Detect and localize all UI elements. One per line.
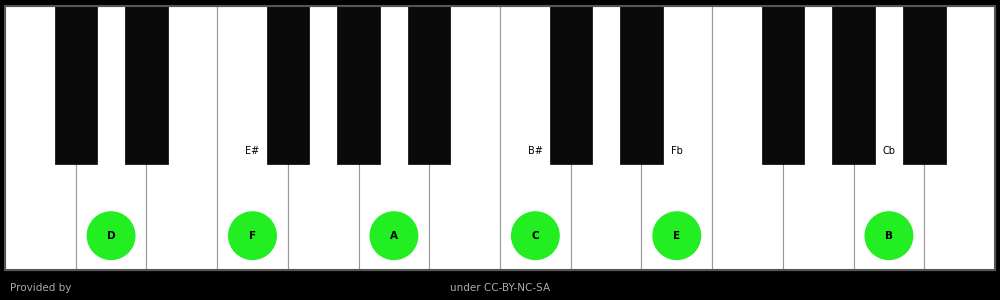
Bar [500, 6, 571, 270]
Text: Fb: Fb [671, 146, 683, 157]
Text: under CC-BY-NC-SA: under CC-BY-NC-SA [450, 283, 550, 293]
Bar [76, 6, 146, 270]
Circle shape [865, 212, 913, 260]
Bar [125, 6, 168, 164]
Bar [408, 6, 450, 164]
Text: Cb: Cb [882, 146, 895, 157]
Bar [783, 6, 854, 270]
Text: D: D [107, 231, 115, 241]
Text: B#: B# [528, 146, 543, 157]
Bar [924, 6, 995, 270]
Circle shape [512, 212, 559, 260]
Bar [762, 6, 804, 164]
Bar [854, 6, 924, 270]
Bar [620, 6, 663, 164]
Bar [550, 6, 592, 164]
Bar [429, 6, 500, 270]
Text: Provided by: Provided by [10, 283, 71, 293]
Bar [54, 6, 97, 164]
Text: A: A [390, 231, 398, 241]
Bar [337, 6, 380, 164]
Bar [5, 6, 995, 270]
Text: B: B [885, 231, 893, 241]
Bar [571, 6, 641, 270]
Text: E#: E# [245, 146, 260, 157]
Text: E: E [673, 231, 680, 241]
Circle shape [653, 212, 701, 260]
Text: C: C [532, 231, 539, 241]
Circle shape [87, 212, 135, 260]
Bar [288, 6, 359, 270]
Bar [267, 6, 309, 164]
Circle shape [370, 212, 418, 260]
Circle shape [229, 212, 276, 260]
Bar [832, 6, 875, 164]
Bar [5, 6, 76, 270]
Bar [641, 6, 712, 270]
Bar [712, 6, 783, 270]
Bar [359, 6, 429, 270]
Text: F: F [249, 231, 256, 241]
Bar [146, 6, 217, 270]
Bar [903, 6, 946, 164]
Bar [217, 6, 288, 270]
